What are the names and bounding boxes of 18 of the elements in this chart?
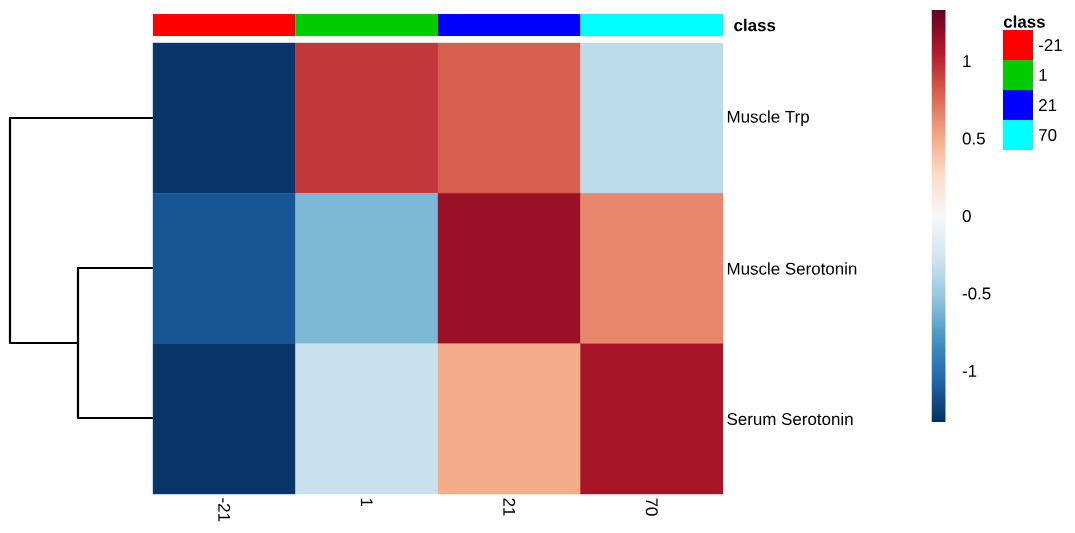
y-tick-label: Serum Serotonin xyxy=(727,412,853,426)
color-bar-label: 1 xyxy=(963,55,971,67)
x-tick-label: -21 xyxy=(218,498,231,522)
text: -21 xyxy=(1038,39,1062,51)
color-bar-label: 0.5 xyxy=(962,132,985,145)
color-bar-label: 0 xyxy=(962,210,971,222)
text: 70 xyxy=(1039,129,1057,141)
y-tick-label: Muscle Trp xyxy=(727,110,809,127)
color-bar-label: -1 xyxy=(962,365,977,377)
y-tick-label: Muscle Serotonin xyxy=(727,262,857,275)
text: class xyxy=(1003,15,1045,28)
text: 21 xyxy=(1039,99,1057,111)
color-bar-label: -0.5 xyxy=(962,287,991,300)
text: class xyxy=(734,18,776,32)
x-tick-label: 70 xyxy=(645,498,658,516)
x-tick-label: 1 xyxy=(360,498,373,507)
text: 1 xyxy=(1039,69,1047,81)
x-tick-label: 21 xyxy=(503,498,516,516)
